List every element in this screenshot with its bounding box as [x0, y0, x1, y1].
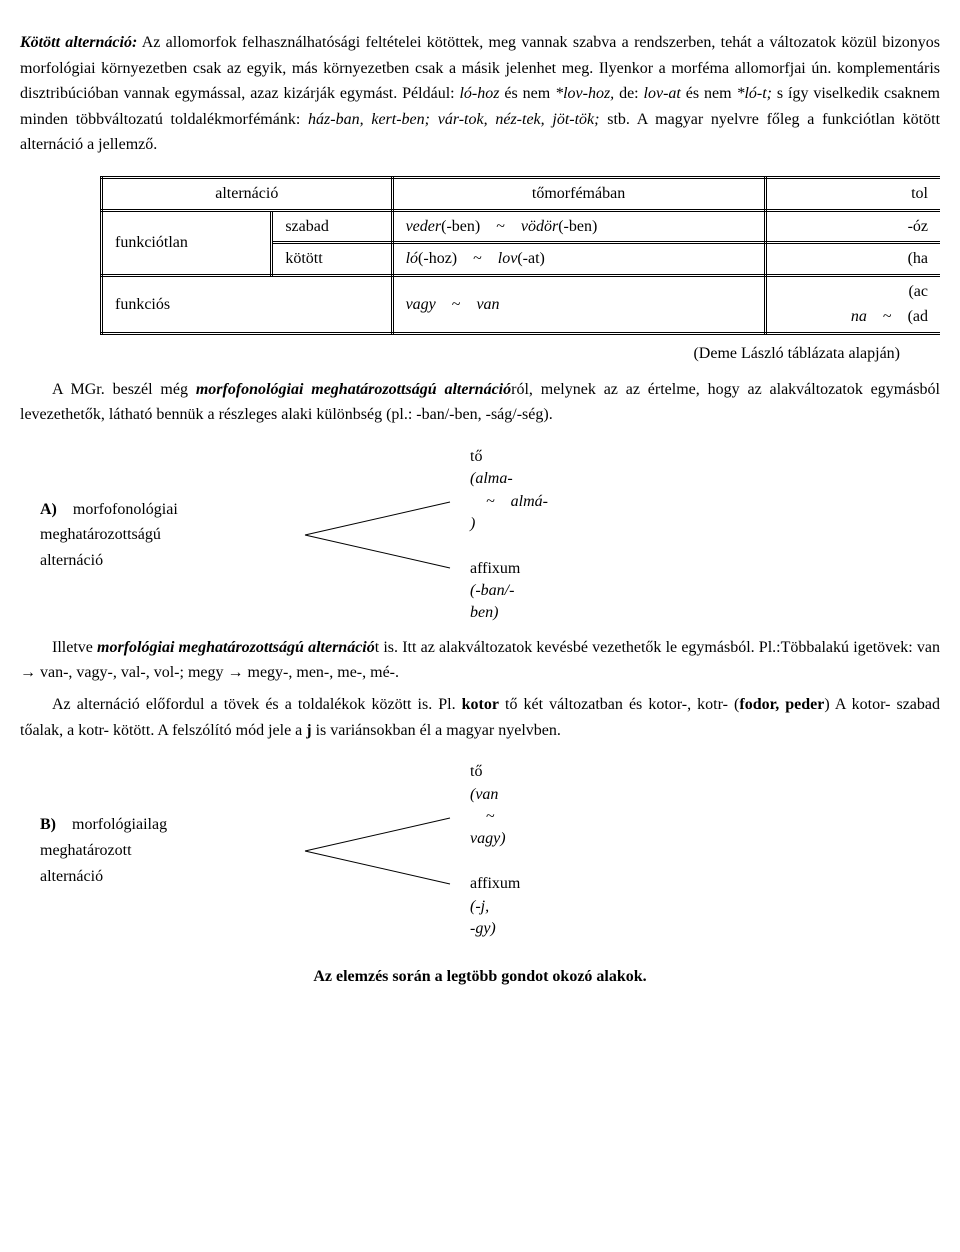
- cell-ac-na: (ac na ~ (ad: [765, 275, 940, 333]
- cell-veder-t2: (-ben): [558, 218, 597, 235]
- para2-bi1: morfofonológiai meghatározottságú altern…: [196, 381, 511, 398]
- cell-vagy: vagy: [406, 296, 436, 313]
- branch-b-r4: affixum (-j,: [470, 873, 520, 918]
- paragraph-2: A MGr. beszél még morfofonológiai meghat…: [20, 377, 940, 428]
- para4-b1: kotor: [462, 696, 499, 713]
- branch-b-r1: tő: [470, 761, 520, 783]
- branch-a-r7: (-ban/-: [470, 580, 548, 602]
- branch-b-r2: (van ~ vagy): [470, 784, 520, 851]
- branch-b-right: tő (van ~ vagy) affixum (-j, -gy): [460, 761, 520, 940]
- cell-veder-i1: veder: [406, 218, 442, 235]
- paragraph-1: Kötött alternáció: Az allomorfok felhasz…: [20, 30, 940, 158]
- branch-a-l2: meghatározottságú: [40, 522, 300, 548]
- para1-ex1: ló-hoz: [459, 85, 499, 102]
- branch-a-left: A) morfofonológiai meghatározottságú alt…: [20, 497, 300, 574]
- para1-t4: és nem: [681, 85, 737, 102]
- cell-funkcios: funkciós: [102, 275, 393, 333]
- cell-szabad: szabad: [272, 210, 392, 243]
- branch-b-l2: meghatározott: [40, 838, 300, 864]
- th-tol: tol: [765, 177, 940, 210]
- cell-lo: ló(-hoz) ~ lov(-at): [392, 243, 765, 276]
- paragraph-3: Illetve morfológiai meghatározottságú al…: [20, 635, 940, 686]
- branch-b-left: B) morfológiailag meghatározott alternác…: [20, 812, 300, 889]
- branch-a: A) morfofonológiai meghatározottságú alt…: [20, 446, 940, 625]
- para3-bi1: morfológiai meghatározottságú alternáció: [97, 639, 375, 656]
- para1-ex5: ház-ban, kert-ben; vár-tok, néz-tek, jöt…: [308, 111, 599, 128]
- para1-t2: és nem: [499, 85, 555, 102]
- paragraph-4: Az alternáció előfordul a tövek és a tol…: [20, 692, 940, 743]
- branch-a-r4: ): [470, 513, 548, 535]
- cell-ac: (ac: [908, 283, 928, 300]
- cell-na: na: [851, 308, 867, 325]
- cell-lo-t1: (-hoz) ~: [418, 250, 498, 267]
- para1-ex3: lov-at: [644, 85, 681, 102]
- branch-b-r3: [470, 851, 520, 873]
- th-tomorfema: tőmorfémában: [392, 177, 765, 210]
- branch-a-r8: ben): [470, 602, 548, 624]
- closing-heading: Az elemzés során a legtöbb gondot okozó …: [20, 964, 940, 990]
- branch-b-r4-i: (-j,: [470, 896, 520, 918]
- table-caption: (Deme László táblázata alapján): [20, 341, 900, 367]
- branch-a-l1: morfofonológiai: [73, 501, 178, 518]
- branch-a-l3: alternáció: [40, 548, 300, 574]
- para1-ex2: *lov-hoz,: [555, 85, 614, 102]
- branch-b-l3: alternáció: [40, 864, 300, 890]
- branch-b-bold: B): [40, 816, 72, 833]
- branch-a-r6: affixum: [470, 558, 548, 580]
- branch-a-r2: (alma-: [470, 468, 548, 490]
- cell-van: van: [476, 296, 499, 313]
- cell-vagy-mid: ~: [436, 296, 477, 313]
- cell-na-t: ~ (ad: [867, 308, 928, 325]
- cell-kotott: kötött: [272, 243, 392, 276]
- branch-b-r4-t: affixum: [470, 873, 520, 895]
- th-alternacio: alternáció: [102, 177, 393, 210]
- cell-ha: (ha: [765, 243, 940, 276]
- branch-a-r3: ~ almá-: [470, 491, 548, 513]
- branch-a-lines-icon: [300, 490, 460, 580]
- para4-t4: is variánsokban él a magyar nyelvben.: [312, 722, 561, 739]
- branch-b-r2-i2: vagy): [470, 828, 520, 850]
- para4-t1: Az alternáció előfordul a tövek és a tol…: [52, 696, 462, 713]
- para1-lead: Kötött alternáció:: [20, 34, 137, 51]
- cell-lo-i2: lov: [498, 250, 518, 267]
- branch-b-lines-icon: [300, 806, 460, 896]
- cell-veder-t1: (-ben) ~: [441, 218, 521, 235]
- branch-a-right: tő (alma- ~ almá- ) affixum (-ban/- ben): [460, 446, 548, 625]
- branch-b-r2-i1: (van: [470, 784, 520, 806]
- para4-b2: fodor, peder: [739, 696, 824, 713]
- cell-lo-i1: ló: [406, 250, 418, 267]
- alternation-table: alternáció tőmorfémában tol funkciótlan …: [100, 176, 940, 335]
- cell-veder-i2: vödör: [521, 218, 558, 235]
- branch-b: B) morfológiailag meghatározott alternác…: [20, 761, 940, 940]
- cell-funkciotlan: funkciótlan: [102, 210, 272, 275]
- branch-b-l1: morfológiailag: [72, 816, 167, 833]
- branch-b-r2-mid: ~: [470, 806, 520, 828]
- para1-ex4: *ló-t;: [736, 85, 772, 102]
- cell-veder: veder(-ben) ~ vödör(-ben): [392, 210, 765, 243]
- cell-oz: -óz: [765, 210, 940, 243]
- branch-a-bold: A): [40, 501, 73, 518]
- para2-t1: A MGr. beszél még: [52, 381, 196, 398]
- para1-t3: de:: [614, 85, 643, 102]
- branch-b-r5: -gy): [470, 918, 520, 940]
- cell-vagy-van: vagy ~ van: [392, 275, 765, 333]
- branch-a-r5: [470, 535, 548, 557]
- para3-t1: Illetve: [52, 639, 97, 656]
- branch-a-r1: tő: [470, 446, 548, 468]
- para4-t2: tő két változatban és kotor-, kotr- (: [499, 696, 739, 713]
- cell-lo-t2: (-at): [517, 250, 545, 267]
